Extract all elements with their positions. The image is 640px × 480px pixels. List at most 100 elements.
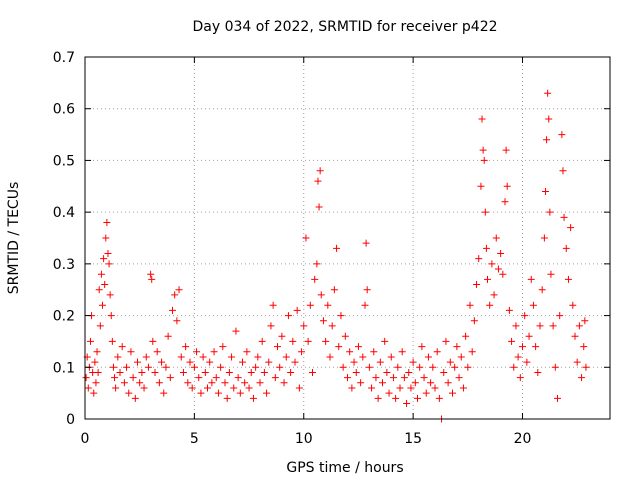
data-point <box>365 363 373 371</box>
plot-frame <box>84 56 611 420</box>
data-point <box>473 281 481 289</box>
data-point <box>363 286 371 294</box>
data-point <box>217 363 225 371</box>
data-point <box>444 379 452 387</box>
data-point <box>193 348 201 356</box>
data-point <box>256 379 264 387</box>
data-point <box>357 379 365 387</box>
data-point <box>341 332 349 340</box>
data-point <box>525 332 533 340</box>
data-point <box>532 343 540 351</box>
data-point <box>158 358 166 366</box>
data-point <box>212 374 220 382</box>
chart-title: Day 034 of 2022, SRMTID for receiver p42… <box>192 19 497 35</box>
data-point <box>175 286 183 294</box>
data-point <box>236 389 244 397</box>
data-point <box>254 353 262 361</box>
data-point <box>453 343 461 351</box>
data-point <box>427 379 435 387</box>
data-point <box>228 353 236 361</box>
data-point <box>429 363 437 371</box>
data-point <box>394 363 402 371</box>
data-point <box>482 244 490 252</box>
data-point <box>510 363 518 371</box>
data-point <box>499 270 507 278</box>
data-point <box>385 389 393 397</box>
y-tick-label: 0.6 <box>53 102 75 118</box>
data-point <box>446 358 454 366</box>
data-point <box>118 343 126 351</box>
data-point <box>97 270 105 278</box>
data-point <box>225 368 233 376</box>
data-point <box>95 286 103 294</box>
y-tick-label: 0.4 <box>53 205 75 221</box>
axis-ticks <box>84 56 610 420</box>
data-point <box>549 322 557 330</box>
data-point <box>581 317 589 325</box>
data-point <box>138 368 146 376</box>
data-point <box>346 348 354 356</box>
data-point <box>186 358 194 366</box>
data-point <box>105 260 113 268</box>
data-point <box>405 368 413 376</box>
data-point <box>422 389 430 397</box>
data-point <box>505 306 513 314</box>
data-point <box>169 306 176 314</box>
data-point <box>136 379 144 387</box>
data-points <box>82 89 590 423</box>
x-tick-label: 20 <box>514 431 532 447</box>
x-axis-label: GPS time / hours <box>286 460 403 476</box>
data-point <box>103 218 111 226</box>
data-point <box>116 368 124 376</box>
data-point <box>462 332 470 340</box>
data-point <box>100 255 108 263</box>
data-point <box>239 358 246 366</box>
data-point <box>93 348 101 356</box>
data-point <box>466 301 474 309</box>
data-point <box>252 363 260 371</box>
data-point <box>442 337 450 345</box>
data-point <box>107 312 115 320</box>
data-point <box>206 358 214 366</box>
data-point <box>354 343 362 351</box>
data-point <box>267 322 275 330</box>
data-point <box>350 358 358 366</box>
data-point <box>403 399 411 407</box>
data-point <box>407 384 415 392</box>
data-point <box>300 322 308 330</box>
data-point <box>241 379 249 387</box>
data-point <box>516 374 524 382</box>
data-point <box>545 115 553 123</box>
data-point <box>199 353 207 361</box>
data-point <box>201 368 209 376</box>
data-point <box>582 363 590 371</box>
data-point <box>315 203 323 211</box>
data-point <box>274 343 281 351</box>
data-point <box>547 270 555 278</box>
data-point <box>494 265 502 273</box>
data-point <box>352 368 360 376</box>
data-point <box>153 348 161 356</box>
y-tick-label: 0.3 <box>53 257 75 273</box>
data-point <box>204 384 211 392</box>
data-point <box>309 368 316 376</box>
data-point <box>219 343 227 351</box>
data-point <box>142 353 150 361</box>
data-point <box>263 389 271 397</box>
data-point <box>245 384 253 392</box>
data-point <box>295 384 303 392</box>
data-point <box>108 337 116 345</box>
y-tick-label: 0 <box>66 412 75 428</box>
data-point <box>492 234 500 242</box>
data-point <box>468 348 476 356</box>
data-point <box>567 224 575 232</box>
data-point <box>243 348 251 356</box>
data-point <box>558 131 566 139</box>
data-point <box>247 368 255 376</box>
data-point <box>512 322 520 330</box>
data-point <box>490 291 498 299</box>
data-point <box>335 343 343 351</box>
data-point <box>91 358 99 366</box>
data-point <box>540 234 548 242</box>
